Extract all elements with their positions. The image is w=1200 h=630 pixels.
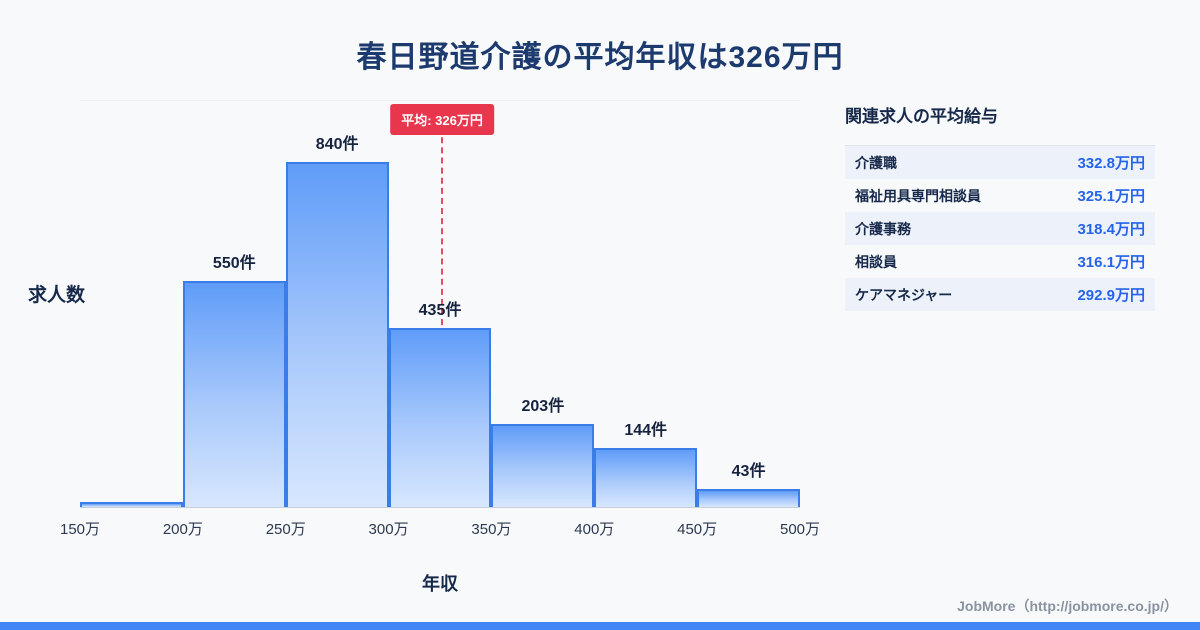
- histogram-bar-300-350: [388, 328, 492, 507]
- histogram-bar-150-200: [80, 502, 183, 507]
- histogram-bar-200-250: [182, 281, 286, 507]
- x-tick-label: 200万: [162, 521, 203, 538]
- footer-accent-bar: [0, 622, 1200, 630]
- related-job-label: 介護事務: [855, 220, 911, 237]
- related-job-value: 292.9万円: [1077, 287, 1145, 304]
- average-line: [441, 107, 444, 507]
- bar-count-label: 550件: [212, 255, 256, 272]
- related-job-label: ケアマネジャー: [855, 286, 953, 303]
- related-job-value: 332.8万円: [1077, 155, 1145, 172]
- page-title: 春日野道介護の平均年収は326万円: [356, 41, 844, 74]
- source-credit: JobMore（http://jobmore.co.jp/）: [957, 598, 1178, 614]
- related-job-row: 介護事務 318.4万円: [845, 212, 1155, 245]
- histogram-bar-250-300: [285, 162, 389, 507]
- x-tick-label: 250万: [265, 521, 306, 538]
- related-job-value: 325.1万円: [1077, 188, 1145, 205]
- x-axis-label: 年収: [422, 574, 458, 594]
- salary-histogram: 平均: 326万円 550件 840件 435件 203件 144件 43件 150万 200…: [60, 100, 820, 538]
- x-tick-label: 450万: [677, 521, 718, 538]
- histogram-bar-400-450: [594, 448, 698, 507]
- bar-count-label: 43件: [731, 463, 766, 480]
- x-tick-label: 150万: [59, 521, 101, 538]
- related-job-label: 福祉用具専門相談員: [855, 187, 981, 204]
- related-job-label: 相談員: [855, 253, 897, 270]
- bar-count-label: 435件: [418, 302, 462, 319]
- related-job-row: 介護職 332.8万円: [845, 146, 1155, 179]
- related-job-value: 318.4万円: [1077, 221, 1145, 238]
- related-job-value: 316.1万円: [1077, 254, 1145, 271]
- bar-count-label: 203件: [521, 398, 565, 415]
- x-tick-label: 400万: [574, 521, 615, 538]
- related-job-label: 介護職: [855, 154, 897, 171]
- histogram-bar-450-500: [697, 489, 800, 507]
- x-tick-label: 500万: [779, 521, 821, 538]
- x-tick-label: 300万: [368, 521, 409, 538]
- bar-count-label: 144件: [624, 422, 668, 439]
- average-badge: 平均: 326万円: [390, 104, 494, 135]
- related-job-row: ケアマネジャー 292.9万円: [845, 278, 1155, 311]
- histogram-bar-350-400: [491, 424, 595, 507]
- related-job-row: 相談員 316.1万円: [845, 245, 1155, 278]
- related-jobs-title: 関連求人の平均給与: [845, 107, 998, 126]
- related-jobs-list: 介護職 332.8万円福祉用具専門相談員 325.1万円介護事務 318.4万円相談員…: [845, 145, 1155, 311]
- x-tick-label: 350万: [471, 521, 512, 538]
- related-jobs-panel: 関連求人の平均給与 介護職 332.8万円福祉用具専門相談員 325.1万円介護事務…: [845, 102, 1155, 311]
- related-job-row: 福祉用具専門相談員 325.1万円: [845, 179, 1155, 212]
- bar-count-label: 840件: [315, 136, 359, 153]
- y-axis-label: 求人数: [28, 285, 86, 306]
